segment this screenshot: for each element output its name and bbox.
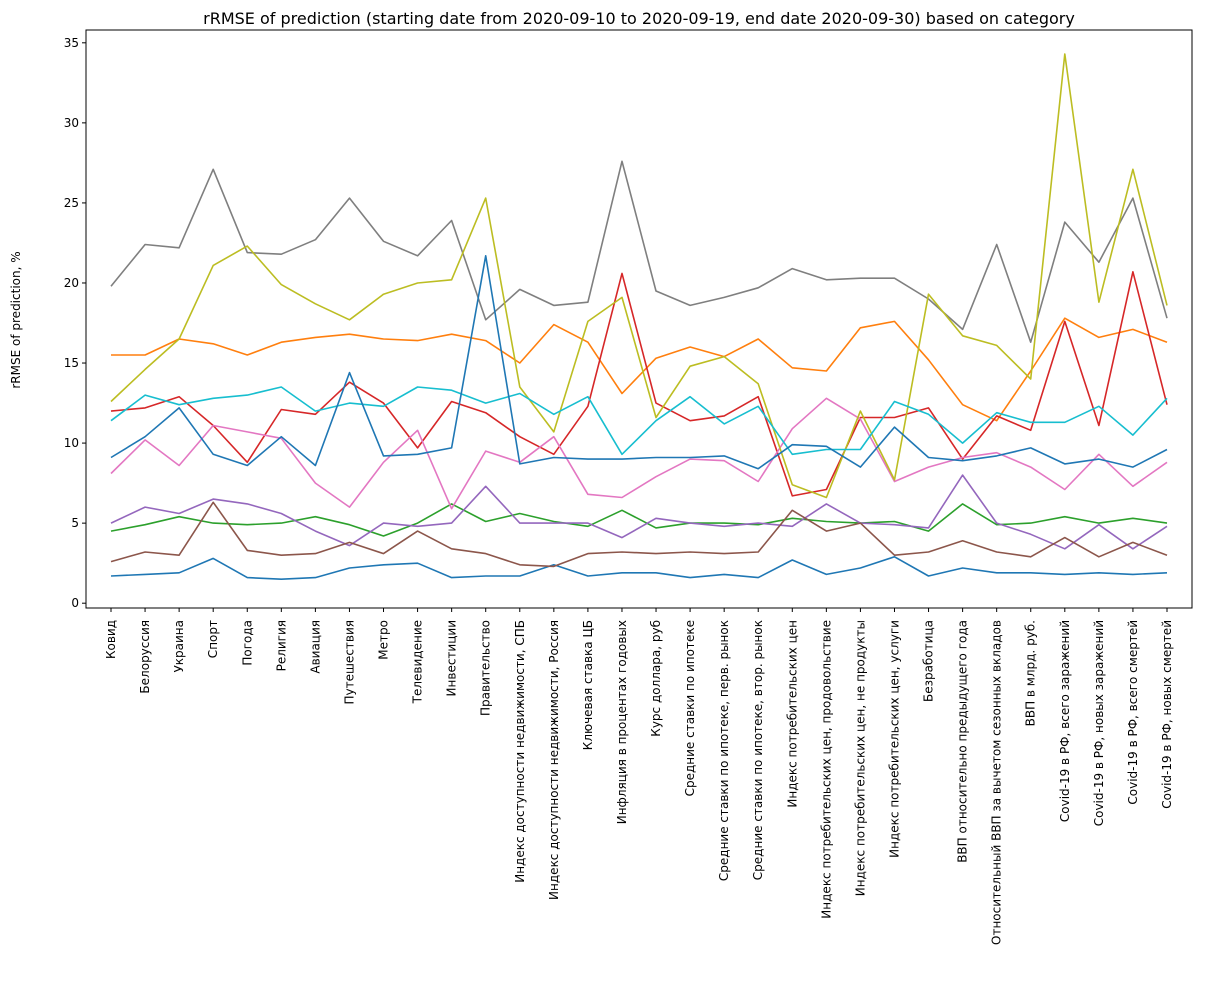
series-line-9	[110, 53, 1168, 499]
y-tick-label: 15	[64, 356, 79, 370]
x-tick-label: Относительный ВВП за вычетом сезонных вк…	[990, 620, 1004, 945]
x-tick-label: Инфляция в процентах годовых	[615, 620, 629, 824]
x-tick-label: Ковид	[104, 620, 118, 659]
y-tick-label: 25	[64, 196, 79, 210]
x-tick-label: Средние ставки по ипотеке, перв. рынок	[717, 620, 731, 881]
x-tick-label: Индекс потребительских цен, не продукты	[853, 620, 867, 896]
x-tick-label: Covid-19 в РФ, всего смертей	[1126, 620, 1140, 805]
x-tick-label: Средние ставки по ипотеке	[683, 620, 697, 796]
x-tick-label: Инвестиции	[445, 620, 459, 696]
y-tick-label: 5	[71, 516, 79, 530]
x-tick-label: Курс доллара, руб	[649, 620, 663, 737]
x-tick-label: Белоруссия	[138, 620, 152, 694]
x-tick-label: Религия	[274, 620, 288, 671]
x-tick-label: Индекс потребительских цен	[785, 620, 799, 808]
chart-title: rRMSE of prediction (starting date from …	[203, 9, 1075, 28]
x-tick-label: Ключевая ставка ЦБ	[581, 620, 595, 750]
x-tick-label: Covid-19 в РФ, новых смертей	[1160, 620, 1174, 809]
x-tick-label: Средние ставки по ипотеке, втор. рынок	[751, 620, 765, 880]
series-line-7	[110, 397, 1168, 510]
series-line-1	[110, 555, 1168, 581]
x-tick-label: Украина	[172, 620, 186, 673]
y-tick-label: 35	[64, 36, 79, 50]
x-tick-label: Индекс потребительских цен, продовольств…	[819, 620, 833, 919]
x-tick-label: Covid-19 в РФ, новых заражений	[1092, 620, 1106, 826]
x-tick-label: Авиация	[308, 620, 322, 674]
series-line-8	[110, 160, 1168, 344]
x-tick-label: Спорт	[206, 620, 220, 658]
series-lines	[110, 53, 1168, 581]
x-axis: Ковид Белоруссия Украина Спорт Погода Религия…	[104, 608, 1174, 945]
x-tick-label: Индекс доступности недвижимости, Россия	[547, 620, 561, 900]
x-tick-label: Индекс потребительских цен, услуги	[888, 620, 902, 858]
x-tick-label: Телевидение	[411, 620, 425, 704]
series-line-5	[110, 474, 1168, 550]
x-tick-label: Индекс доступности недвижимости, СПБ	[513, 620, 527, 883]
y-axis: 0 5 10 15 20 25 30 35	[64, 36, 86, 610]
x-tick-label: Путешествия	[343, 620, 357, 705]
series-line-11	[110, 255, 1168, 470]
x-tick-label: Правительство	[479, 620, 493, 716]
series-line-3	[110, 503, 1168, 537]
series-line-4	[110, 270, 1168, 497]
x-tick-label: Метро	[377, 620, 391, 660]
x-tick-label: Безработица	[922, 620, 936, 702]
series-line-10	[110, 386, 1168, 456]
x-tick-label: Погода	[240, 620, 254, 666]
y-tick-label: 0	[71, 596, 79, 610]
y-tick-label: 10	[64, 436, 79, 450]
y-axis-label: rRMSE of prediction, %	[9, 251, 23, 388]
series-line-2	[111, 317, 1168, 422]
x-tick-label: Covid-19 в РФ, всего заражений	[1058, 620, 1072, 822]
series-line-6	[110, 501, 1168, 568]
y-tick-label: 20	[64, 276, 79, 290]
plot-frame	[85, 29, 1193, 609]
y-tick-label: 30	[64, 116, 79, 130]
x-tick-label: ВВП в млрд. руб.	[1024, 620, 1038, 726]
x-tick-label: ВВП относительно предыдущего года	[956, 620, 970, 863]
